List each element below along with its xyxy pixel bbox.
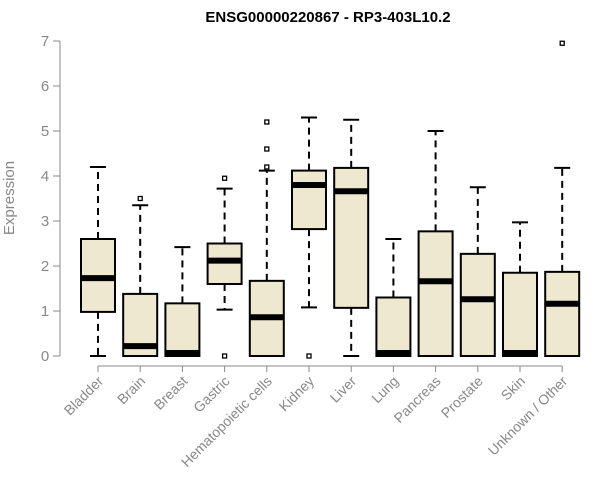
box-pancreas [417,130,454,358]
y-tick-label: 6 [41,78,49,95]
box-gastric [206,175,243,359]
y-axis: 0 1 2 3 4 5 6 7 [41,33,61,365]
box-iqr [459,252,496,358]
box-skin [502,221,538,357]
x-tick-label: Unknown / Other [485,373,571,459]
y-tick-label: 1 [41,303,49,320]
outlier-point [221,353,228,359]
y-tick-label: 5 [41,123,49,140]
x-tick-label: Bladder [61,373,107,419]
y-tick-label: 2 [41,258,49,275]
outlier-point [306,353,312,359]
box-lung [375,238,412,357]
y-tick-label: 7 [41,33,49,50]
chart-title: ENSG00000220867 - RP3-403L10.2 [205,9,450,26]
x-tick-label: Breast [151,373,191,413]
box-iqr [206,242,243,285]
box-iqr [417,230,454,358]
box-kidney [291,116,327,359]
x-tick-label: Liver [327,373,360,406]
box-breast [164,246,201,358]
outlier-point [221,175,228,181]
y-tick-label: 4 [41,168,49,185]
y-axis-label: Expression [1,161,18,235]
x-tick-label: Prostate [438,373,486,421]
box-iqr [502,271,538,357]
outlier-point [559,40,565,46]
boxes-group [80,40,581,359]
box-brain [122,195,159,357]
x-tick-label: Pancreas [391,373,444,426]
box-iqr [544,270,581,358]
x-tick-label: Brain [114,373,148,407]
box-iqr [164,302,201,358]
box-bladder [80,166,116,357]
outlier-point [264,119,270,125]
outlier-point [264,164,270,170]
box-unknown-other [544,40,581,358]
x-tick-label: Kidney [276,373,318,415]
x-tick-label: Lung [368,373,401,406]
box-iqr [291,169,327,231]
box-liver [333,118,370,357]
y-tick-label: 3 [41,213,49,230]
box-iqr [375,296,412,357]
y-tick-label: 0 [41,348,49,365]
outlier-point [137,195,143,202]
box-prostate [459,186,496,358]
box-hematopoietic-cells [248,119,285,358]
x-tick-label: Skin [498,373,529,404]
outlier-point [264,146,270,152]
